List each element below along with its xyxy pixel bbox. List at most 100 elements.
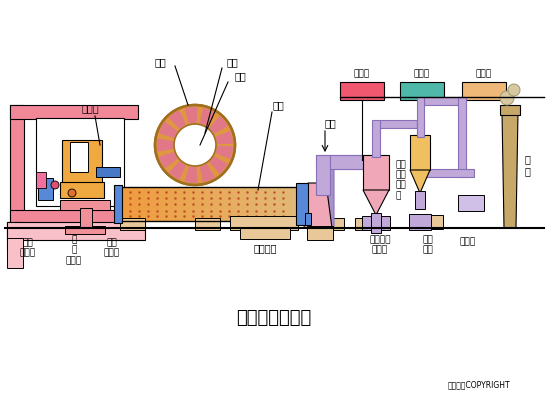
Polygon shape <box>410 170 430 193</box>
Bar <box>290 187 291 221</box>
Bar <box>291 187 292 221</box>
Bar <box>458 97 466 177</box>
Bar <box>60 200 110 210</box>
Bar <box>288 187 289 221</box>
Bar <box>255 187 256 221</box>
Bar <box>217 187 218 221</box>
Bar <box>177 187 178 221</box>
Bar <box>372 120 380 157</box>
Circle shape <box>51 181 59 189</box>
Bar <box>10 105 138 119</box>
Bar <box>215 187 216 221</box>
Bar <box>157 187 158 221</box>
Bar <box>240 227 290 239</box>
Bar <box>70 142 88 172</box>
Bar <box>256 187 257 221</box>
Text: 二次
鼓风机: 二次 鼓风机 <box>104 238 120 258</box>
Wedge shape <box>215 131 233 144</box>
Bar <box>158 187 159 221</box>
Bar <box>275 187 276 221</box>
Bar <box>294 187 295 221</box>
Bar <box>247 187 248 221</box>
Bar <box>410 135 430 170</box>
Bar <box>156 187 157 221</box>
Bar <box>10 105 24 223</box>
Bar <box>257 187 258 221</box>
Text: 逆流回转焚烧炉: 逆流回转焚烧炉 <box>236 309 312 327</box>
Text: 焚烧
灰仓: 焚烧 灰仓 <box>423 235 433 255</box>
Bar <box>236 187 237 221</box>
Bar <box>237 187 238 221</box>
Wedge shape <box>185 107 198 124</box>
Bar <box>264 187 265 221</box>
Bar <box>172 187 173 221</box>
Bar <box>244 187 245 221</box>
Bar <box>165 187 166 221</box>
Bar <box>246 187 247 221</box>
Bar <box>362 216 390 230</box>
Bar <box>278 187 279 221</box>
Bar <box>297 187 298 221</box>
Bar <box>192 187 193 221</box>
Bar <box>114 185 122 223</box>
Text: 灰渣
输送机: 灰渣 输送机 <box>20 238 36 258</box>
Bar <box>127 187 128 221</box>
Bar <box>458 195 484 211</box>
Circle shape <box>500 91 514 105</box>
Bar <box>195 187 196 221</box>
Bar <box>226 187 227 221</box>
Bar <box>38 178 53 200</box>
Bar <box>249 187 250 221</box>
Polygon shape <box>363 190 389 215</box>
Bar <box>120 187 121 221</box>
Bar <box>146 187 147 221</box>
Bar <box>280 187 281 221</box>
Wedge shape <box>209 116 228 134</box>
Bar <box>283 187 284 221</box>
Bar <box>230 187 231 221</box>
Wedge shape <box>209 156 228 174</box>
Bar <box>181 187 182 221</box>
Bar <box>231 187 232 221</box>
Bar <box>65 226 105 234</box>
Wedge shape <box>185 166 198 183</box>
Bar <box>363 155 389 190</box>
Text: 二次旋流
分离机: 二次旋流 分离机 <box>369 235 391 255</box>
Bar <box>224 187 225 221</box>
Bar <box>125 187 126 221</box>
Bar <box>160 187 161 221</box>
Bar <box>152 187 153 221</box>
Bar <box>211 187 212 221</box>
Wedge shape <box>215 146 233 159</box>
Bar <box>151 187 152 221</box>
Bar <box>135 187 136 221</box>
Bar <box>274 187 275 221</box>
Bar <box>7 238 23 268</box>
Bar <box>221 187 222 221</box>
Bar <box>287 187 288 221</box>
Bar <box>259 187 260 221</box>
Bar <box>279 187 280 221</box>
Bar <box>195 218 220 230</box>
Bar <box>201 187 202 221</box>
Bar <box>284 187 285 221</box>
Bar <box>307 226 333 240</box>
Bar <box>129 187 130 221</box>
Wedge shape <box>159 122 178 138</box>
Bar <box>209 187 210 221</box>
Bar <box>254 187 255 221</box>
Text: 炒板: 炒板 <box>154 57 166 67</box>
Bar <box>142 187 143 221</box>
Bar <box>238 187 239 221</box>
Bar <box>138 187 139 221</box>
Bar <box>222 187 223 221</box>
Bar <box>220 187 221 221</box>
Bar <box>250 187 251 221</box>
Bar <box>371 213 381 233</box>
Circle shape <box>68 189 76 197</box>
Bar <box>185 187 186 221</box>
Bar <box>239 187 240 221</box>
Polygon shape <box>502 112 518 228</box>
Bar <box>277 187 278 221</box>
Bar <box>262 187 263 221</box>
